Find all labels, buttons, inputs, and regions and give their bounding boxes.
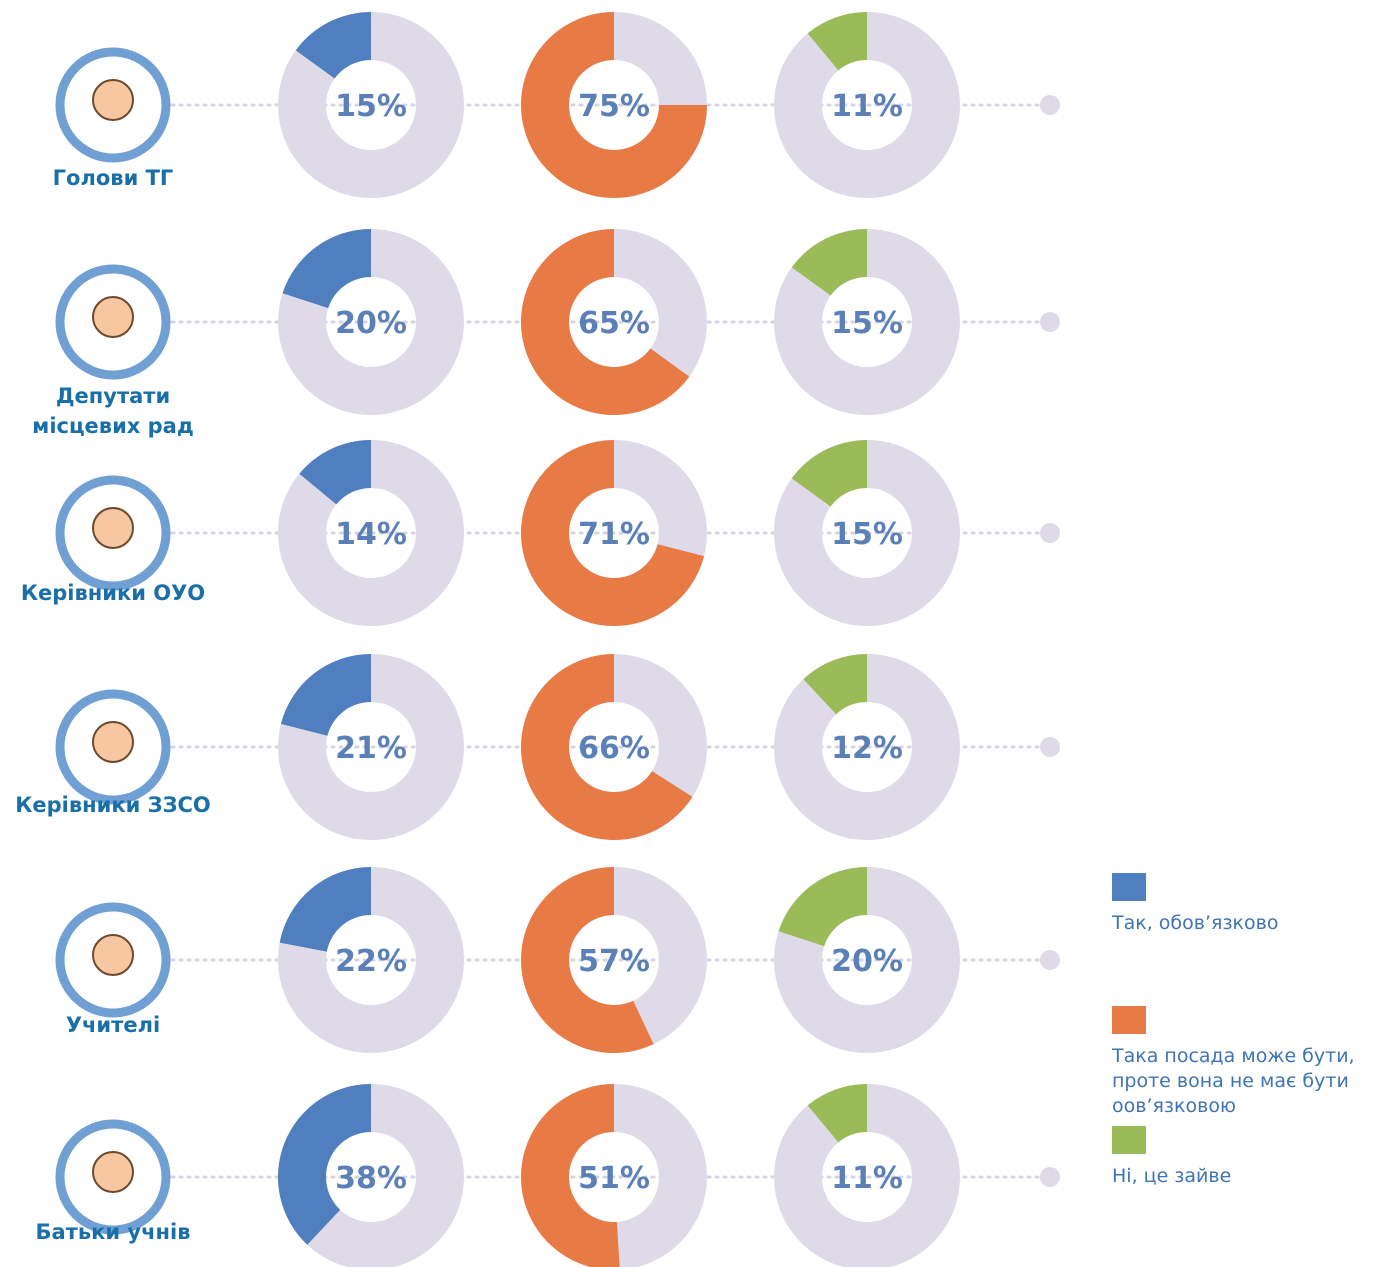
legend-swatch bbox=[1112, 1006, 1146, 1034]
avatar-head bbox=[93, 722, 133, 762]
connector-end bbox=[1040, 950, 1060, 970]
value-label: 12% bbox=[831, 731, 903, 766]
value-label: 75% bbox=[578, 89, 650, 124]
legend-label: Так, обов’язково bbox=[1112, 911, 1382, 936]
value-label: 15% bbox=[831, 517, 903, 552]
connector-end bbox=[1040, 312, 1060, 332]
legend-label: Така посада може бути, проте вона не має… bbox=[1112, 1044, 1382, 1119]
value-label: 20% bbox=[831, 944, 903, 979]
donut-segment bbox=[779, 867, 867, 946]
donut-segment bbox=[281, 654, 371, 736]
group-label: Керівники ОУО bbox=[3, 578, 223, 608]
connector-end bbox=[1040, 523, 1060, 543]
value-label: 22% bbox=[335, 944, 407, 979]
group-label: Депутати місцевих рад bbox=[3, 381, 223, 441]
connector-end bbox=[1040, 1167, 1060, 1187]
avatar-head bbox=[93, 935, 133, 975]
donut-segment bbox=[283, 229, 371, 308]
avatar-head bbox=[93, 297, 133, 337]
donut-segment bbox=[280, 867, 371, 952]
value-label: 11% bbox=[831, 1161, 903, 1196]
value-label: 15% bbox=[831, 306, 903, 341]
group-label: Учителі bbox=[3, 1010, 223, 1040]
connector-end bbox=[1040, 737, 1060, 757]
value-label: 15% bbox=[335, 89, 407, 124]
legend-label: Ні, це зайве bbox=[1112, 1164, 1382, 1189]
value-label: 21% bbox=[335, 731, 407, 766]
group-label: Керівники ЗЗСО bbox=[3, 790, 223, 820]
avatar-head bbox=[93, 1152, 133, 1192]
value-label: 51% bbox=[578, 1161, 650, 1196]
legend-swatch bbox=[1112, 873, 1146, 901]
value-label: 20% bbox=[335, 306, 407, 341]
value-label: 11% bbox=[831, 89, 903, 124]
value-label: 14% bbox=[335, 517, 407, 552]
connector-end bbox=[1040, 95, 1060, 115]
group-label: Голови ТГ bbox=[3, 163, 223, 193]
value-label: 71% bbox=[578, 517, 650, 552]
value-label: 57% bbox=[578, 944, 650, 979]
avatar-head bbox=[93, 80, 133, 120]
value-label: 66% bbox=[578, 731, 650, 766]
value-label: 65% bbox=[578, 306, 650, 341]
legend-swatch bbox=[1112, 1126, 1146, 1154]
group-label: Батьки учнів bbox=[3, 1217, 223, 1247]
page: 15% 75% 11% 20% 65% 15% 14% 71% 15% 21% 66% 12% 22% 5… bbox=[0, 0, 1386, 1267]
avatar-head bbox=[93, 508, 133, 548]
value-label: 38% bbox=[335, 1161, 407, 1196]
